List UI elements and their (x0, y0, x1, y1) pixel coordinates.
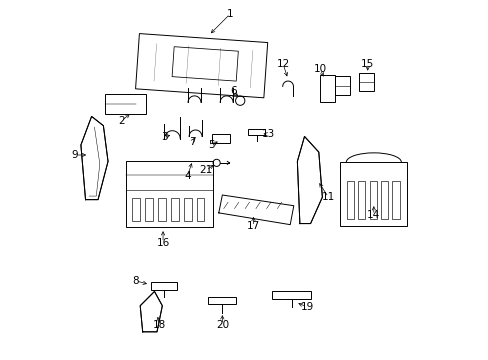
Bar (391, 181, 399, 219)
Bar (196, 198, 204, 221)
Text: 8: 8 (132, 276, 139, 286)
Bar (358, 73, 373, 91)
Polygon shape (297, 136, 322, 224)
Text: 18: 18 (153, 320, 166, 330)
Text: 12: 12 (276, 59, 289, 69)
Text: 20: 20 (215, 320, 228, 330)
Text: 15: 15 (360, 59, 374, 69)
Text: 17: 17 (246, 221, 260, 231)
Bar (346, 181, 353, 219)
Bar (132, 198, 140, 221)
Text: 9: 9 (71, 150, 78, 160)
Text: 21: 21 (199, 165, 212, 175)
Text: 1: 1 (226, 9, 233, 19)
Text: 16: 16 (156, 238, 169, 248)
Text: 6: 6 (229, 86, 236, 96)
Bar (334, 76, 349, 95)
Polygon shape (81, 116, 108, 200)
Bar (319, 75, 334, 102)
Text: 11: 11 (321, 192, 334, 202)
Bar (211, 134, 230, 143)
Text: 2: 2 (118, 116, 124, 126)
Bar (380, 181, 387, 219)
Bar (183, 198, 191, 221)
Bar (207, 297, 235, 304)
Bar (247, 129, 264, 135)
Bar (158, 198, 165, 221)
Text: 5: 5 (208, 140, 215, 150)
Bar (145, 198, 153, 221)
Text: 7: 7 (188, 137, 195, 147)
Text: 4: 4 (183, 171, 190, 181)
Text: 10: 10 (313, 64, 326, 74)
Bar (125, 161, 213, 227)
Text: 3: 3 (161, 132, 167, 142)
Bar (151, 282, 176, 290)
Bar (369, 181, 376, 219)
Bar (272, 291, 310, 298)
Polygon shape (140, 292, 162, 332)
Bar (105, 94, 146, 114)
Text: 13: 13 (261, 129, 274, 139)
Text: 19: 19 (300, 302, 313, 312)
Bar (340, 162, 407, 226)
Text: 14: 14 (366, 210, 380, 220)
Bar (357, 181, 365, 219)
Bar (171, 198, 179, 221)
